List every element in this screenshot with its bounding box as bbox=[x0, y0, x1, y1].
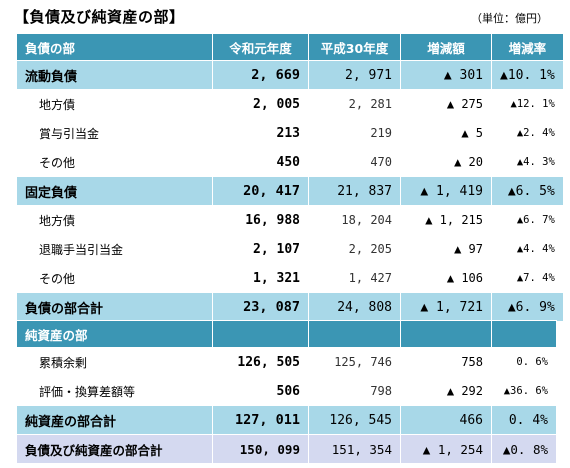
row-label: 流動負債 bbox=[16, 60, 213, 90]
table-row: その他 1, 321 1, 427 ▲ 106 ▲7. 4% bbox=[16, 263, 564, 293]
table-row: 累積余剰 126, 505 125, 746 758 0. 6% bbox=[16, 347, 557, 377]
change-amount: ▲ 5 bbox=[400, 118, 492, 148]
table-row: 評価・換算差額等 506 798 ▲ 292 ▲36. 6% bbox=[16, 376, 557, 406]
table-row: 固定負債 20, 417 21, 837 ▲ 1, 419 ▲6. 5% bbox=[16, 176, 564, 206]
change-amount: ▲ 106 bbox=[400, 263, 492, 293]
previous-year-value: 2, 281 bbox=[308, 89, 401, 119]
row-label: 評価・換算差額等 bbox=[16, 376, 213, 406]
change-rate: 0. 4% bbox=[491, 405, 557, 435]
table-row: 賞与引当金 213 219 ▲ 5 ▲2. 4% bbox=[16, 118, 564, 148]
current-year-value: 506 bbox=[212, 376, 309, 406]
change-rate: ▲10. 1% bbox=[491, 60, 564, 90]
change-rate: ▲6. 5% bbox=[491, 176, 564, 206]
header-change-amount: 増減額 bbox=[400, 33, 492, 61]
previous-year-value: 2, 971 bbox=[308, 60, 401, 90]
current-year-value: 2, 005 bbox=[212, 89, 309, 119]
change-rate: 0. 6% bbox=[491, 347, 557, 377]
change-amount: ▲ 275 bbox=[400, 89, 492, 119]
equity-header-row: 純資産の部 bbox=[16, 320, 557, 348]
row-label: 純資産の部合計 bbox=[16, 405, 213, 435]
change-amount: ▲ 1, 419 bbox=[400, 176, 492, 206]
previous-year-value: 125, 746 bbox=[308, 347, 401, 377]
table-row: 負債の部合計 23, 087 24, 808 ▲ 1, 721 ▲6. 9% bbox=[16, 292, 564, 322]
change-rate: ▲7. 4% bbox=[491, 263, 564, 293]
change-amount: ▲ 1, 215 bbox=[400, 205, 492, 235]
row-label: 負債の部合計 bbox=[16, 292, 213, 322]
change-rate: ▲36. 6% bbox=[491, 376, 557, 406]
current-year-value: 450 bbox=[212, 147, 309, 177]
previous-year-value: 2, 205 bbox=[308, 234, 401, 264]
liabilities-table: 負債の部 令和元年度 平成30年度 増減額 増減率 流動負債 2, 669 2, 9… bbox=[16, 33, 564, 322]
row-label: 累積余剰 bbox=[16, 347, 213, 377]
current-year-value: 1, 321 bbox=[212, 263, 309, 293]
change-rate: ▲2. 4% bbox=[491, 118, 564, 148]
header-label: 負債の部 bbox=[16, 33, 213, 61]
current-year-value: 126, 505 bbox=[212, 347, 309, 377]
change-amount: 758 bbox=[400, 347, 492, 377]
change-amount: ▲ 292 bbox=[400, 376, 492, 406]
previous-year-value: 151, 354 bbox=[308, 434, 401, 464]
previous-year-value: 24, 808 bbox=[308, 292, 401, 322]
table-row: 地方債 2, 005 2, 281 ▲ 275 ▲12. 1% bbox=[16, 89, 564, 119]
change-amount: ▲ 1, 721 bbox=[400, 292, 492, 322]
table-row: その他 450 470 ▲ 20 ▲4. 3% bbox=[16, 147, 564, 177]
change-amount: ▲ 20 bbox=[400, 147, 492, 177]
current-year-value: 2, 669 bbox=[212, 60, 309, 90]
current-year-value: 150, 099 bbox=[212, 434, 309, 464]
header-change-rate: 増減率 bbox=[491, 33, 564, 61]
table-row: 負債及び純資産の部合計 150, 099 151, 354 ▲ 1, 254 ▲0. 8… bbox=[16, 434, 557, 464]
previous-year-value: 18, 204 bbox=[308, 205, 401, 235]
header-current-year: 令和元年度 bbox=[212, 33, 309, 61]
row-label: 退職手当引当金 bbox=[16, 234, 213, 264]
table-row: 地方債 16, 988 18, 204 ▲ 1, 215 ▲6. 7% bbox=[16, 205, 564, 235]
current-year-value: 2, 107 bbox=[212, 234, 309, 264]
previous-year-value: 798 bbox=[308, 376, 401, 406]
row-label: 地方債 bbox=[16, 205, 213, 235]
header-previous-year: 平成30年度 bbox=[308, 33, 401, 61]
row-label: その他 bbox=[16, 147, 213, 177]
table-row: 流動負債 2, 669 2, 971 ▲ 301 ▲10. 1% bbox=[16, 60, 564, 90]
previous-year-value: 1, 427 bbox=[308, 263, 401, 293]
equity-table: 純資産の部 累積余剰 126, 505 125, 746 758 0. 6% 評価・換算差… bbox=[16, 320, 557, 464]
change-rate: ▲4. 3% bbox=[491, 147, 564, 177]
change-amount: ▲ 301 bbox=[400, 60, 492, 90]
change-rate: ▲0. 8% bbox=[491, 434, 557, 464]
previous-year-value: 219 bbox=[308, 118, 401, 148]
unit-label: （単位：億円） bbox=[471, 12, 548, 25]
change-amount: ▲ 97 bbox=[400, 234, 492, 264]
change-rate: ▲6. 7% bbox=[491, 205, 564, 235]
row-label: 負債及び純資産の部合計 bbox=[16, 434, 213, 464]
current-year-value: 20, 417 bbox=[212, 176, 309, 206]
change-amount: ▲ 1, 254 bbox=[400, 434, 492, 464]
change-rate: ▲4. 4% bbox=[491, 234, 564, 264]
current-year-value: 127, 011 bbox=[212, 405, 309, 435]
table-row: 純資産の部合計 127, 011 126, 545 466 0. 4% bbox=[16, 405, 557, 435]
table-row: 退職手当引当金 2, 107 2, 205 ▲ 97 ▲4. 4% bbox=[16, 234, 564, 264]
row-label: 固定負債 bbox=[16, 176, 213, 206]
change-rate: ▲12. 1% bbox=[491, 89, 564, 119]
current-year-value: 23, 087 bbox=[212, 292, 309, 322]
previous-year-value: 21, 837 bbox=[308, 176, 401, 206]
page-title: 【負債及び純資産の部】 bbox=[14, 8, 185, 26]
row-label: その他 bbox=[16, 263, 213, 293]
previous-year-value: 470 bbox=[308, 147, 401, 177]
current-year-value: 16, 988 bbox=[212, 205, 309, 235]
change-rate: ▲6. 9% bbox=[491, 292, 564, 322]
header-row: 負債の部 令和元年度 平成30年度 増減額 増減率 bbox=[16, 33, 564, 61]
change-amount: 466 bbox=[400, 405, 492, 435]
equity-header-label: 純資産の部 bbox=[16, 320, 213, 348]
row-label: 地方債 bbox=[16, 89, 213, 119]
row-label: 賞与引当金 bbox=[16, 118, 213, 148]
current-year-value: 213 bbox=[212, 118, 309, 148]
previous-year-value: 126, 545 bbox=[308, 405, 401, 435]
